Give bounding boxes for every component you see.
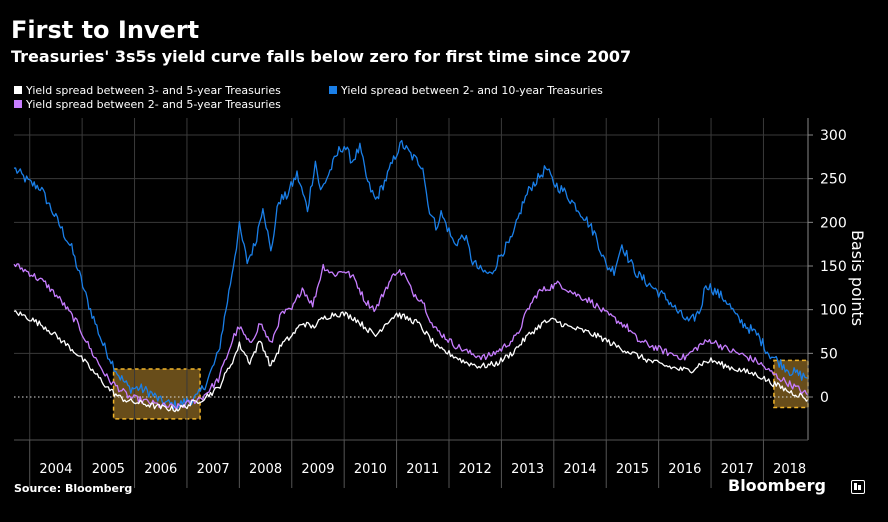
legend-swatch-2s10s	[329, 86, 337, 94]
y-tick-label: 250	[820, 172, 847, 188]
legend-swatch-3s5s	[14, 86, 22, 94]
legend-label-2s10s: Yield spread between 2- and 10-year Trea…	[341, 84, 603, 97]
y-tick-label: 300	[820, 128, 847, 144]
y-tick-label: 0	[820, 390, 829, 406]
series-line-3s5s	[13, 310, 809, 413]
y-tick-label: 50	[820, 346, 838, 362]
year-label: 2006	[144, 462, 177, 477]
year-label: 2009	[301, 462, 334, 477]
legend-label-2s5s: Yield spread between 2- and 5-year Treas…	[26, 98, 281, 111]
year-label: 2011	[406, 462, 439, 477]
legend-swatch-2s5s	[14, 100, 22, 108]
year-label: 2015	[616, 462, 649, 477]
year-label: 2014	[563, 462, 596, 477]
y-tick-label: 100	[820, 303, 847, 319]
series-line-2s5s	[13, 263, 809, 411]
bloomberg-terminal-icon	[851, 480, 865, 494]
series-line-2s10s	[13, 139, 809, 411]
year-label: 2004	[39, 462, 72, 477]
year-label: 2010	[354, 462, 387, 477]
year-label: 2005	[92, 462, 125, 477]
chart-subtitle: Treasuries' 3s5s yield curve falls below…	[11, 47, 632, 66]
year-label: 2017	[721, 462, 754, 477]
y-tick-label: 200	[820, 215, 847, 231]
legend-item-2s5s: Yield spread between 2- and 5-year Treas…	[14, 98, 281, 112]
legend-item-3s5s: Yield spread between 3- and 5-year Treas…	[14, 84, 281, 98]
y-tick-label: 150	[820, 259, 847, 275]
year-label: 2012	[459, 462, 492, 477]
year-label: 2007	[197, 462, 230, 477]
y-axis-title: Basis points	[848, 230, 867, 326]
year-label: 2008	[249, 462, 282, 477]
bloomberg-logo: Bloomberg	[728, 476, 826, 495]
source-note: Source: Bloomberg	[14, 482, 133, 495]
legend-item-2s10s: Yield spread between 2- and 10-year Trea…	[329, 84, 603, 98]
chart-title: First to Invert	[11, 16, 200, 44]
year-label: 2018	[773, 462, 806, 477]
year-label: 2013	[511, 462, 544, 477]
legend-label-3s5s: Yield spread between 3- and 5-year Treas…	[26, 84, 281, 97]
year-label: 2016	[668, 462, 701, 477]
